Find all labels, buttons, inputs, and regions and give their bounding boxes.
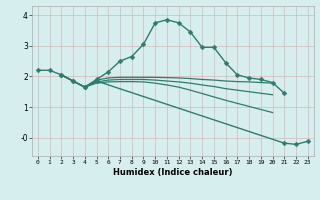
X-axis label: Humidex (Indice chaleur): Humidex (Indice chaleur) [113,168,233,177]
